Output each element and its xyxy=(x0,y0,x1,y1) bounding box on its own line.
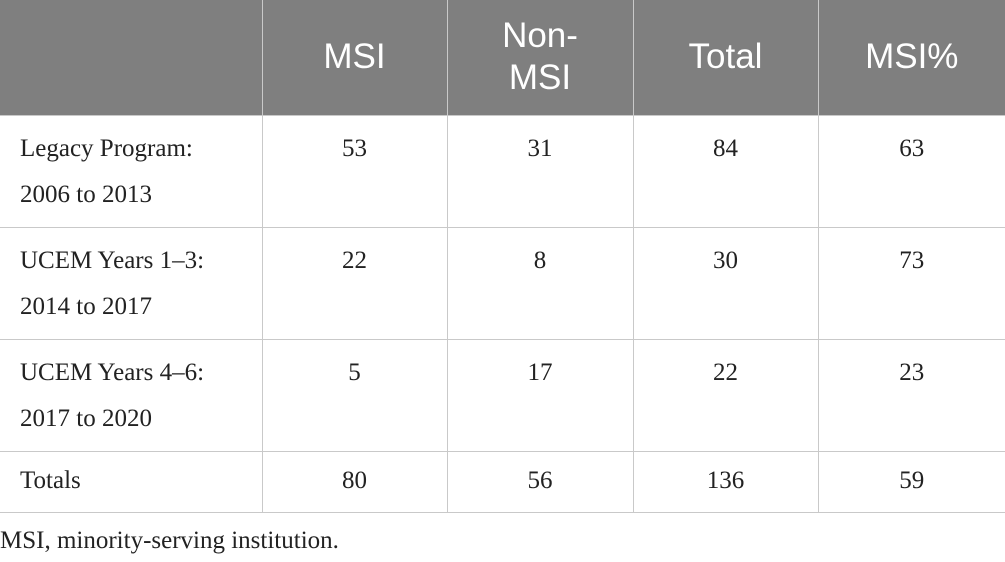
table-row: UCEM Years 1–3: 2014 to 2017 22 8 30 73 xyxy=(0,226,1005,340)
header-row: MSI Non- MSI Total MSI% xyxy=(0,0,1005,115)
data-table: MSI Non- MSI Total MSI% Legacy Program: 200… xyxy=(0,0,1005,513)
cell: 56 xyxy=(446,450,634,513)
cell: 23 xyxy=(817,338,1005,452)
cell: 8 xyxy=(446,226,634,340)
row-label: UCEM Years 1–3: 2014 to 2017 xyxy=(0,226,263,340)
footnote: MSI, minority-serving institution. xyxy=(0,526,339,554)
cell: 17 xyxy=(446,338,634,452)
table-row: Totals 80 56 136 59 xyxy=(0,450,1005,513)
cell: 22 xyxy=(632,338,819,452)
cell: 5 xyxy=(261,338,448,452)
table-row: Legacy Program: 2006 to 2013 53 31 84 63 xyxy=(0,114,1005,228)
cell: 80 xyxy=(261,450,448,513)
header-cell xyxy=(0,0,262,115)
row-label: Totals xyxy=(0,450,263,513)
table-row: UCEM Years 4–6: 2017 to 2020 5 17 22 23 xyxy=(0,338,1005,452)
cell: 136 xyxy=(632,450,819,513)
header-cell: Non- MSI xyxy=(446,0,633,115)
header-cell: MSI xyxy=(261,0,447,115)
row-label: Legacy Program: 2006 to 2013 xyxy=(0,114,263,228)
cell: 73 xyxy=(817,226,1005,340)
header-cell: Total xyxy=(632,0,818,115)
cell: 84 xyxy=(632,114,819,228)
row-label: UCEM Years 4–6: 2017 to 2020 xyxy=(0,338,263,452)
table-body: Legacy Program: 2006 to 2013 53 31 84 63 UCEM… xyxy=(0,114,1005,513)
cell: 22 xyxy=(261,226,448,340)
cell: 31 xyxy=(446,114,634,228)
cell: 30 xyxy=(632,226,819,340)
cell: 53 xyxy=(261,114,448,228)
cell: 59 xyxy=(817,450,1005,513)
header-cell: MSI% xyxy=(817,0,1005,115)
cell: 63 xyxy=(817,114,1005,228)
